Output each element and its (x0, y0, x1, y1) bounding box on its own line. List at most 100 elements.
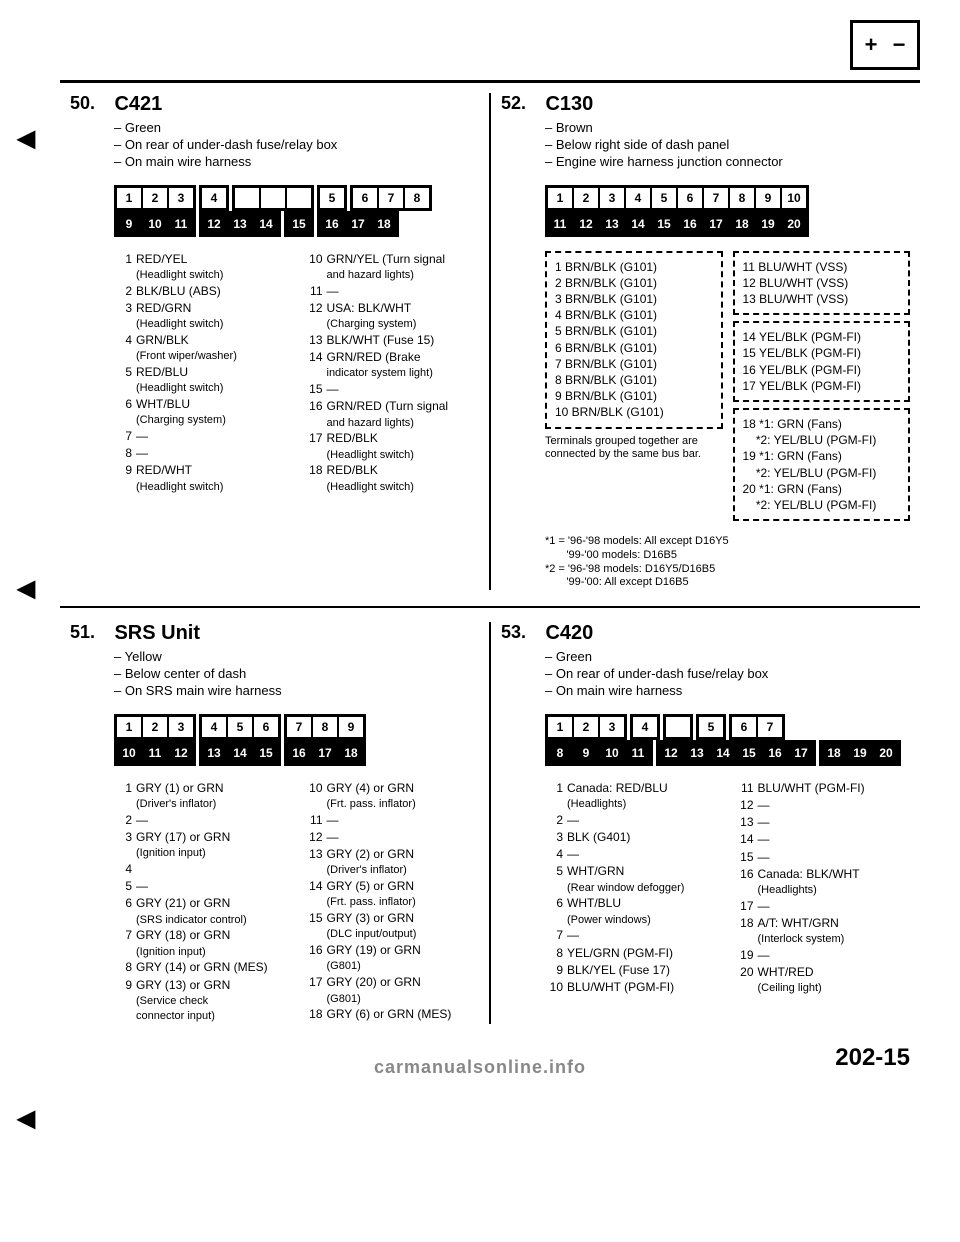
pin-row: 9RED/WHT (114, 462, 289, 478)
connector-pin: 6 (677, 187, 703, 209)
pin-list: 1Canada: RED/BLU(Headlights)2—3BLK (G401… (545, 780, 910, 996)
connector-diagram: 1234567891011121314151617181920 (545, 714, 910, 766)
pin-line: 8 BRN/BLK (G101) (555, 372, 713, 388)
pin-row: 11BLU/WHT (PGM-FI) (736, 780, 911, 796)
pin-text (136, 861, 289, 877)
section-number: 52. (501, 93, 541, 114)
pin-number: 13 (736, 814, 754, 830)
margin-arrow-icon: ◄ (10, 1100, 42, 1137)
pin-text: — (327, 283, 480, 299)
pin-text: — (136, 878, 289, 894)
connector-pin: 9 (755, 187, 781, 209)
pin-number: 10 (545, 979, 563, 995)
pin-row: 5RED/BLU (114, 364, 289, 380)
pin-subtext: (Driver's inflator) (327, 863, 480, 878)
pin-row: 2— (114, 812, 289, 828)
pin-number: 3 (545, 829, 563, 845)
pin-text: Canada: RED/BLU (567, 780, 720, 796)
pin-row: 8— (114, 445, 289, 461)
connector-pin: 14 (625, 213, 651, 235)
pin-row: 2— (545, 812, 720, 828)
watermark: carmanualsonline.info (374, 1057, 586, 1078)
pin-row: 5WHT/GRN (545, 863, 720, 879)
pin-text: GRN/YEL (Turn signal (327, 251, 480, 267)
pin-row: 18RED/BLK (305, 462, 480, 478)
pin-number: 16 (305, 942, 323, 958)
pin-row: 1Canada: RED/BLU (545, 780, 720, 796)
top-rule (60, 80, 920, 83)
pin-text: GRN/BLK (136, 332, 289, 348)
pin-row: 3BLK (G401) (545, 829, 720, 845)
pin-text: GRY (20) or GRN (327, 974, 480, 990)
footnotes: *1 = '96-'98 models: All except D16Y5 '9… (545, 535, 910, 590)
connector-pin: 9 (116, 213, 142, 235)
pin-subtext: (Frt. pass. inflator) (327, 895, 480, 910)
pin-text: USA: BLK/WHT (327, 300, 480, 316)
pin-row: 7— (114, 428, 289, 444)
plus-terminal: + (865, 32, 878, 58)
pin-number: 19 (736, 947, 754, 963)
pin-list: 1RED/YEL(Headlight switch)2BLK/BLU (ABS)… (114, 251, 479, 495)
pin-number: 8 (114, 959, 132, 975)
pin-row: 5— (114, 878, 289, 894)
pin-row: 19— (736, 947, 911, 963)
pin-line: 6 BRN/BLK (G101) (555, 340, 713, 356)
pin-text: RED/BLK (327, 462, 480, 478)
pin-boxes: 1 BRN/BLK (G101)2 BRN/BLK (G101)3 BRN/BL… (545, 251, 910, 527)
connector-pin: 11 (142, 742, 168, 764)
pin-number: 4 (114, 861, 132, 877)
pin-row: 1RED/YEL (114, 251, 289, 267)
terminal-note: Terminals grouped together are connected… (545, 435, 723, 461)
footnote-line: *2 = '96-'98 models: D16Y5/D16B5 (545, 563, 910, 577)
note: Below right side of dash panel (545, 137, 910, 154)
pin-number: 2 (545, 812, 563, 828)
pin-text: GRY (1) or GRN (136, 780, 289, 796)
pin-text: GRY (2) or GRN (327, 846, 480, 862)
pin-text: GRY (19) or GRN (327, 942, 480, 958)
pin-number: 11 (736, 780, 754, 796)
pin-row: 14GRN/RED (Brake (305, 349, 480, 365)
pin-subtext: indicator system light) (327, 366, 480, 381)
pin-subtext: connector input) (136, 1009, 289, 1024)
pin-line: 12 BLU/WHT (VSS) (743, 275, 901, 291)
margin-arrow-icon: ◄ (10, 120, 42, 157)
page: + − ◄ ◄ ◄ 50. C421 Green On rear of unde… (0, 0, 960, 1082)
connector-pin: 3 (168, 187, 194, 209)
pin-number: 13 (305, 846, 323, 862)
pin-row: 9GRY (13) or GRN (114, 977, 289, 993)
pin-number: 1 (114, 251, 132, 267)
connector-pin: 18 (371, 213, 397, 235)
pin-row: 11— (305, 283, 480, 299)
pin-subtext: (Headlight switch) (136, 268, 289, 283)
connector-pin: 17 (703, 213, 729, 235)
pin-number: 12 (305, 829, 323, 845)
pin-text: GRN/RED (Turn signal (327, 398, 480, 414)
connector-pin: 8 (312, 716, 338, 738)
section-notes: Brown Below right side of dash panel Eng… (545, 120, 910, 171)
pin-subtext: (Ceiling light) (758, 981, 911, 996)
pin-subtext: (Headlight switch) (136, 317, 289, 332)
connector-pin: 19 (755, 213, 781, 235)
connector-pin: 15 (651, 213, 677, 235)
pin-text: — (758, 814, 911, 830)
connector-pin: 15 (736, 742, 762, 764)
pin-line: 20 *1: GRN (Fans) (743, 481, 901, 497)
pin-number: 10 (305, 780, 323, 796)
pin-number: 20 (736, 964, 754, 980)
pin-subtext: (Power windows) (567, 913, 720, 928)
pin-row: 8YEL/GRN (PGM-FI) (545, 945, 720, 961)
connector-pin: 2 (142, 716, 168, 738)
pin-subtext: (Headlight switch) (327, 480, 480, 495)
pin-text: BLK (G401) (567, 829, 720, 845)
pin-line: 18 *1: GRN (Fans) (743, 416, 901, 432)
pin-row: 15GRY (3) or GRN (305, 910, 480, 926)
pin-number: 2 (114, 812, 132, 828)
pin-text: — (327, 829, 480, 845)
connector-pin: 8 (404, 187, 430, 209)
connector-pin: 20 (873, 742, 899, 764)
pin-text: A/T: WHT/GRN (758, 915, 911, 931)
connector-pin: 6 (253, 716, 279, 738)
pin-row: 4GRN/BLK (114, 332, 289, 348)
pin-row: 9BLK/YEL (Fuse 17) (545, 962, 720, 978)
pin-row: 18A/T: WHT/GRN (736, 915, 911, 931)
